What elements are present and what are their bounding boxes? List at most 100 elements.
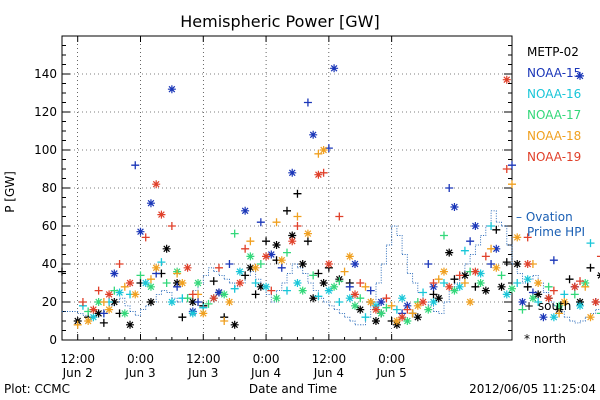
star-marker (324, 286, 333, 295)
star-marker (194, 279, 203, 287)
data-point-north (298, 286, 307, 295)
plus-marker (403, 305, 412, 314)
data-point-south (596, 312, 600, 315)
data-point-north (450, 203, 459, 211)
y-tick-label: 80 (42, 181, 57, 195)
data-point-north (351, 260, 360, 268)
plus-marker (487, 260, 496, 268)
data-point-south (157, 258, 166, 267)
plus-marker (586, 263, 595, 272)
data-point-north (110, 269, 119, 278)
data-point-south (99, 318, 108, 327)
data-point-south (256, 260, 265, 268)
plus-marker (335, 277, 344, 286)
data-point-north (445, 282, 454, 291)
legend-south-marker: + south (524, 299, 571, 313)
data-point-north (534, 279, 543, 287)
star-marker (549, 313, 558, 322)
data-point-south (73, 320, 82, 329)
star-marker (371, 317, 380, 325)
data-point-south (314, 149, 323, 158)
data-point-south (487, 260, 496, 268)
star-marker (330, 64, 339, 73)
plus-marker (466, 237, 475, 246)
data-point-south (513, 279, 522, 287)
data-point-south (251, 279, 260, 287)
data-point-north (492, 244, 501, 253)
data-point-north (188, 309, 197, 318)
data-point-south (497, 271, 506, 280)
star-marker (366, 298, 375, 306)
data-point-north (262, 282, 271, 291)
data-point-south (445, 184, 454, 192)
chart-title: Hemispheric Power [GW] (180, 12, 379, 31)
data-point-north (471, 267, 480, 276)
plus-marker (283, 206, 291, 215)
plus-marker (209, 277, 218, 286)
plus-marker (392, 305, 401, 314)
plus-marker (230, 284, 239, 293)
plus-marker (497, 271, 506, 280)
data-point-north (371, 305, 380, 314)
data-point-south (230, 229, 239, 238)
star-marker (351, 290, 360, 299)
data-point-south (283, 248, 291, 257)
legend-item-noaa-19: NOAA-19 (527, 150, 581, 164)
plus-marker (335, 212, 344, 221)
data-point-north (146, 298, 155, 306)
star-marker (434, 294, 443, 303)
x-tick-label-time: 12:00 (186, 352, 221, 366)
data-point-south (162, 279, 171, 287)
plus-marker (340, 267, 349, 276)
plus-marker (110, 286, 119, 295)
data-point-south (366, 286, 375, 295)
data-point-north (555, 301, 564, 310)
data-point-south (146, 275, 155, 284)
data-point-north (345, 294, 354, 303)
data-point-south (267, 286, 276, 295)
star-marker (591, 298, 600, 306)
data-point-south (439, 231, 448, 240)
data-point-north (466, 298, 475, 306)
data-point-south (502, 258, 511, 267)
data-point-south (570, 290, 579, 299)
data-point-south (471, 282, 480, 291)
plus-marker (596, 255, 600, 258)
star-marker (534, 290, 543, 299)
data-point-north (330, 282, 339, 291)
data-point-north (476, 279, 485, 287)
data-point-south (356, 279, 365, 287)
star-marker (513, 260, 522, 268)
star-marker (246, 252, 255, 261)
plus-marker (220, 317, 229, 325)
data-point-north (288, 237, 297, 246)
data-point-north (167, 298, 176, 306)
data-point-north (272, 241, 281, 249)
y-axis-label: P [GW] (3, 171, 17, 213)
plus-marker (241, 271, 250, 280)
star-marker (152, 180, 161, 189)
data-point-south (283, 286, 291, 295)
data-point-north (586, 313, 595, 322)
star-marker (288, 237, 297, 246)
data-point-north (523, 260, 532, 268)
star-marker (419, 298, 428, 306)
data-point-south (230, 284, 239, 293)
star-marker (146, 282, 155, 291)
data-point-south (356, 294, 365, 303)
star-marker (345, 252, 354, 261)
star-marker (502, 290, 511, 299)
star-marker (309, 294, 318, 303)
data-point-south (481, 252, 490, 261)
data-point-south (361, 282, 370, 291)
star-marker (429, 298, 438, 306)
data-point-north (293, 279, 302, 287)
plus-marker (173, 282, 182, 291)
star-marker (199, 309, 208, 318)
legend-item-noaa-15: NOAA-15 (527, 66, 581, 80)
star-marker (534, 279, 543, 287)
plus-marker (188, 290, 197, 299)
legend-item-metp-02: METP-02 (527, 45, 579, 59)
plus-marker (303, 237, 312, 246)
